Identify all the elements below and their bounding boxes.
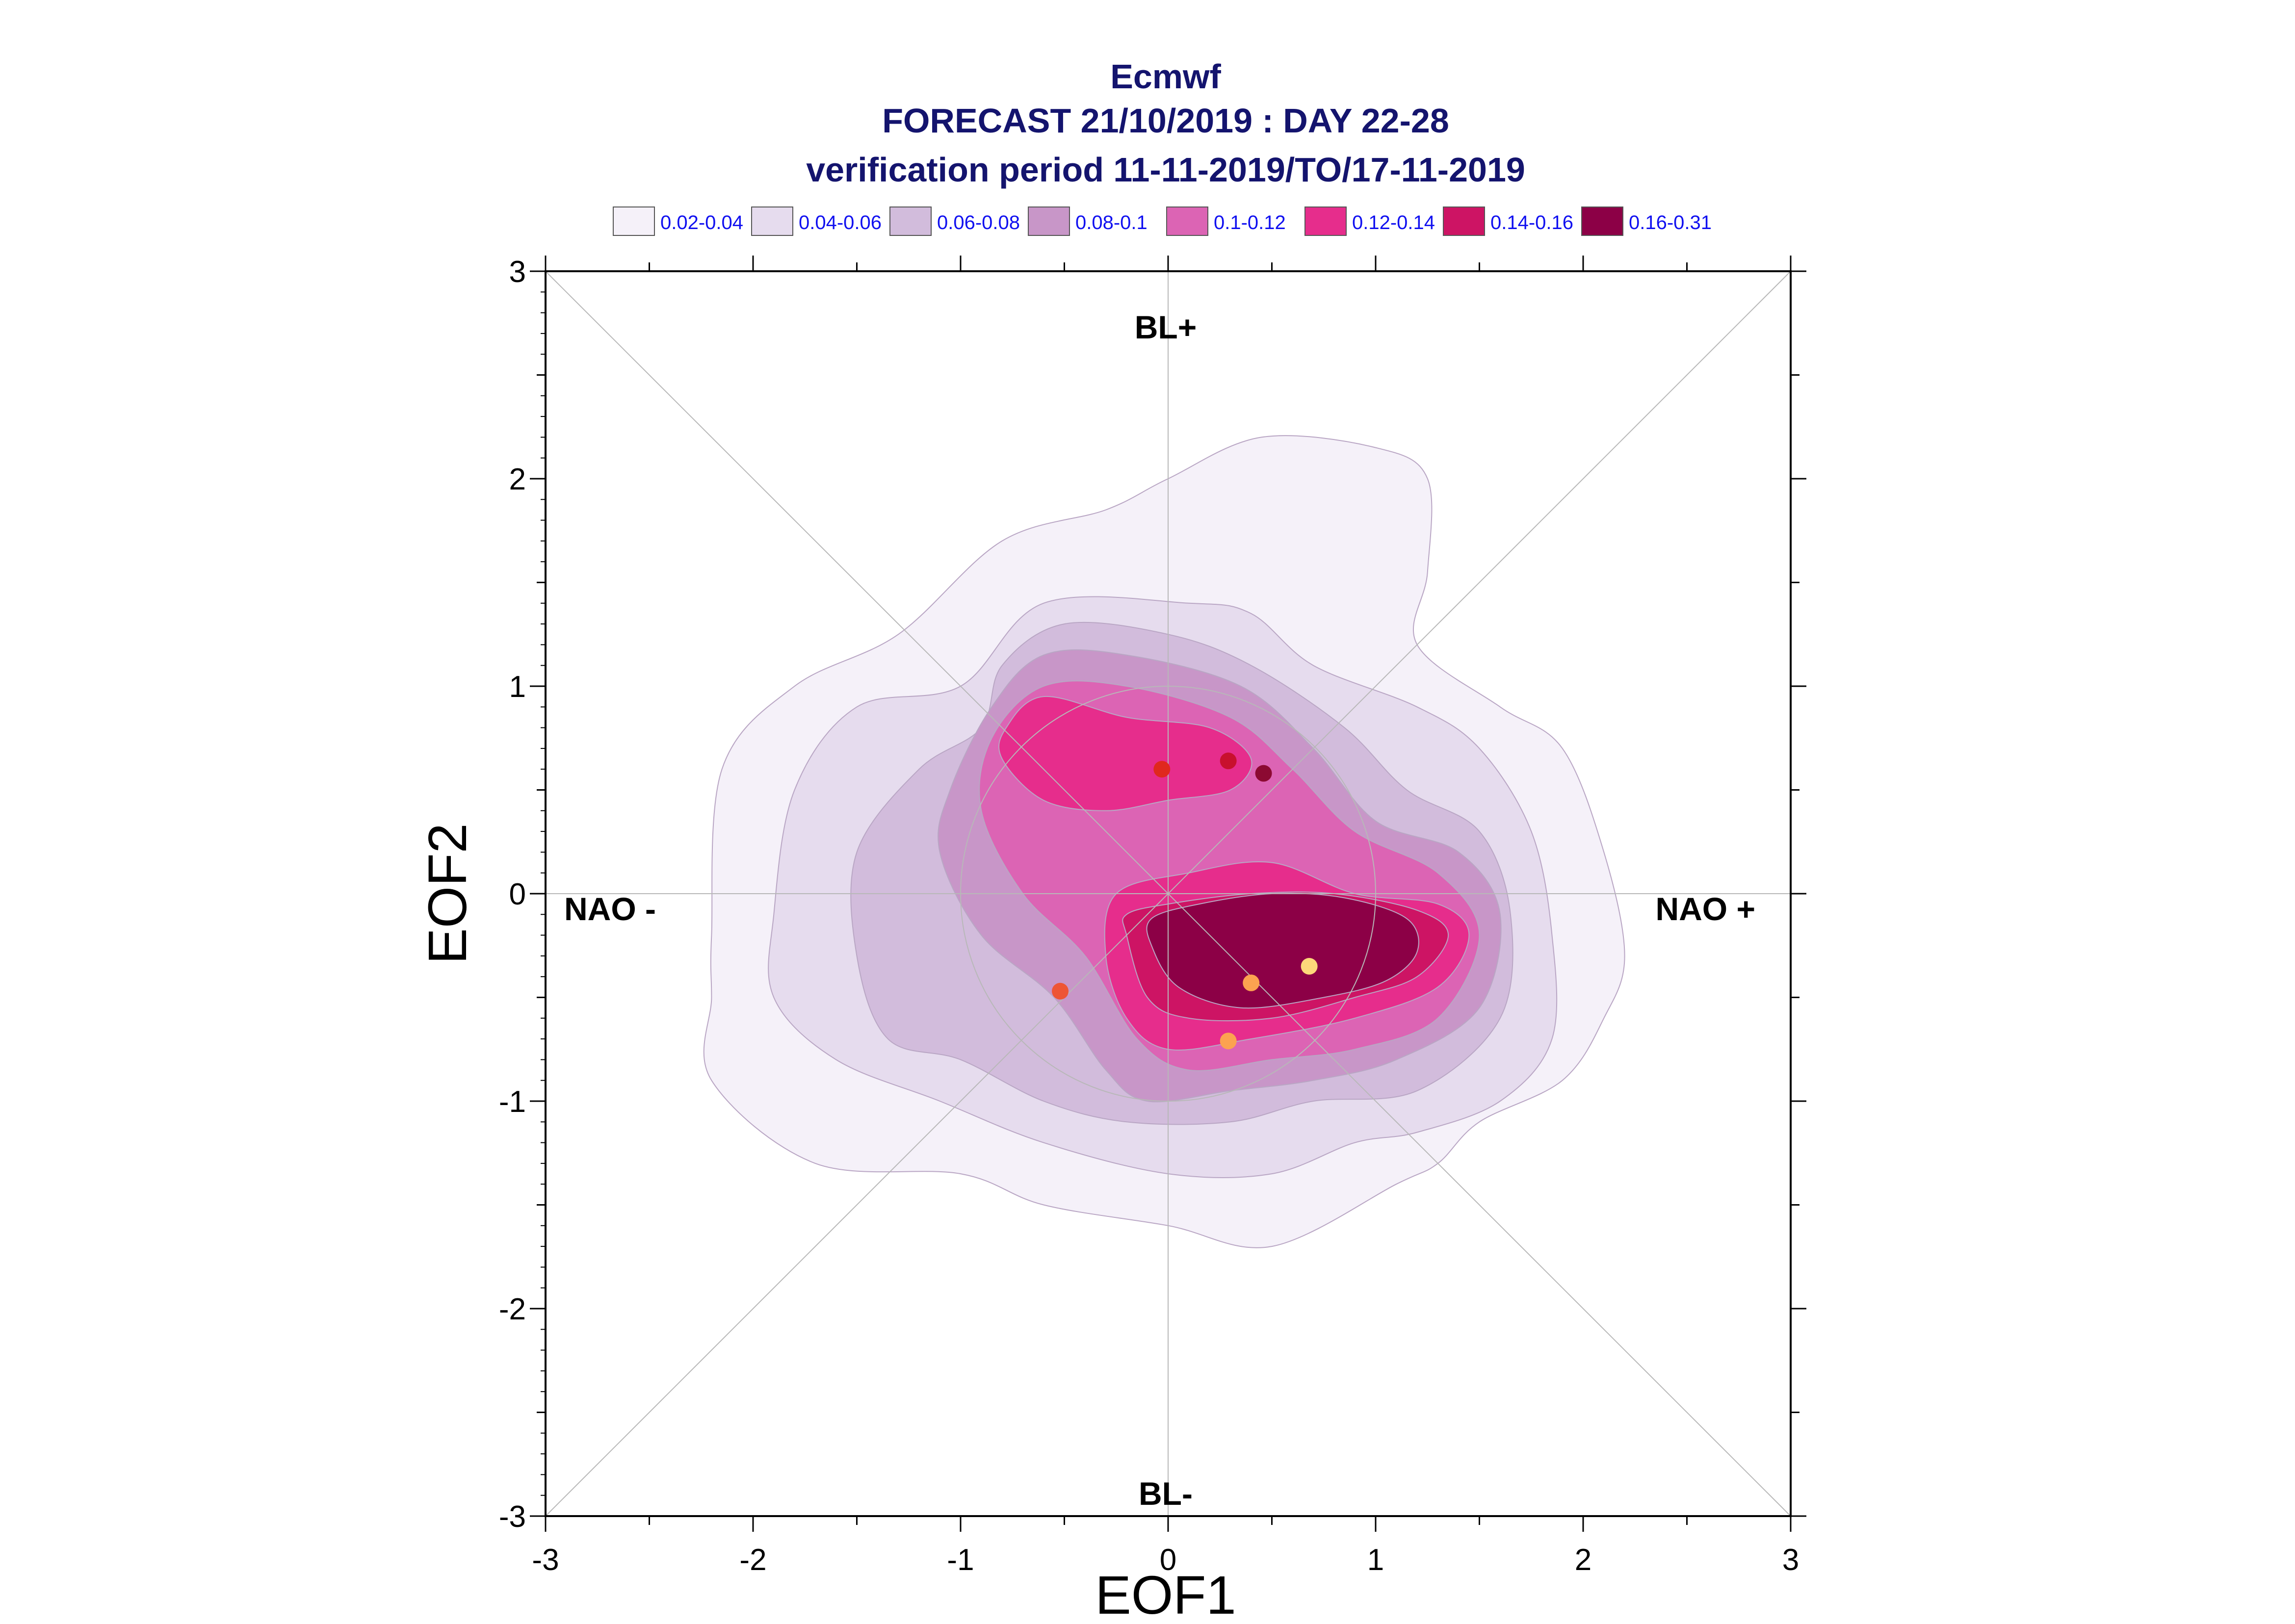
legend-label: 0.04-0.06 <box>799 212 882 233</box>
y-tick-label: -2 <box>499 1292 526 1326</box>
legend-label: 0.02-0.04 <box>660 212 743 233</box>
y-tick-label: 2 <box>509 463 526 496</box>
ensemble-point-1 <box>1153 761 1171 778</box>
plot-area: -3 -2 -1 0 1 2 3 -3 -2 -1 0 1 2 3 <box>499 255 1806 1577</box>
x-tick-label: 3 <box>1782 1543 1799 1577</box>
legend: 0.02-0.04 0.04-0.06 0.06-0.08 0.08-0.1 0.1-0… <box>613 206 1712 236</box>
x-tick-label: 2 <box>1575 1543 1591 1577</box>
legend-item: 0.04-0.06 <box>751 206 882 236</box>
contour-0_12-0_14 <box>998 696 1252 811</box>
x-tick-label: -3 <box>532 1543 559 1577</box>
axis-ticks <box>530 256 1806 1532</box>
legend-swatch <box>1028 206 1070 236</box>
legend-swatch <box>751 206 793 236</box>
legend-label: 0.1-0.12 <box>1214 212 1286 233</box>
legend-label: 0.14-0.16 <box>1490 212 1573 233</box>
y-tick-label: -1 <box>499 1085 526 1119</box>
legend-swatch <box>613 206 655 236</box>
reference-circle <box>960 686 1376 1102</box>
chart-title: Ecmwf FORECAST 21/10/2019 : DAY 22-28 ve… <box>806 57 1525 189</box>
legend-swatch <box>889 206 932 236</box>
y-axis-title: EOF2 <box>417 823 478 964</box>
y-tick-label: 1 <box>509 670 526 704</box>
regime-label-nao-plus: NAO + <box>1655 891 1755 927</box>
contour-0_16-0_31 <box>1146 893 1419 1009</box>
ensemble-point-6 <box>1301 958 1318 975</box>
x-tick-label: -1 <box>947 1543 974 1577</box>
ensemble-point-4 <box>1052 982 1069 1000</box>
title-line-2: FORECAST 21/10/2019 : DAY 22-28 <box>882 102 1449 140</box>
legend-label: 0.06-0.08 <box>937 212 1020 233</box>
ensemble-points <box>1052 752 1318 1050</box>
y-tick-label: -3 <box>499 1500 526 1534</box>
ensemble-point-5 <box>1243 974 1260 991</box>
legend-swatch <box>1166 206 1208 236</box>
x-tick-label: -2 <box>739 1543 766 1577</box>
y-tick-label: 0 <box>509 877 526 911</box>
regime-label-bl-minus: BL- <box>1139 1475 1193 1512</box>
legend-item: 0.02-0.04 <box>613 206 743 236</box>
legend-swatch <box>1304 206 1347 236</box>
legend-item: 0.16-0.31 <box>1581 206 1712 236</box>
legend-label: 0.08-0.1 <box>1075 212 1148 233</box>
regime-label-nao-minus: NAO - <box>564 891 656 927</box>
title-line-3: verification period 11-11-2019/TO/17-11-… <box>806 151 1525 189</box>
guide-lines <box>545 271 1791 1517</box>
legend-item: 0.08-0.1 <box>1028 206 1148 236</box>
ensemble-point-7 <box>1220 1032 1237 1050</box>
x-axis-title: EOF1 <box>1095 1565 1236 1624</box>
y-tick-label: 3 <box>509 255 526 289</box>
regime-label-bl-plus: BL+ <box>1135 309 1197 345</box>
legend-item: 0.06-0.08 <box>889 206 1020 236</box>
legend-item: 0.12-0.14 <box>1304 206 1435 236</box>
legend-item: 0.1-0.12 <box>1166 206 1286 236</box>
ensemble-point-3 <box>1255 765 1272 782</box>
legend-item: 0.14-0.16 <box>1443 206 1573 236</box>
legend-swatch <box>1443 206 1485 236</box>
ensemble-point-2 <box>1220 752 1237 770</box>
x-tick-label: 0 <box>1160 1543 1176 1577</box>
axis-tick-labels: -3 -2 -1 0 1 2 3 -3 -2 -1 0 1 2 3 <box>499 255 1799 1577</box>
legend-label: 0.16-0.31 <box>1629 212 1712 233</box>
legend-swatch <box>1581 206 1623 236</box>
x-tick-label: 1 <box>1367 1543 1384 1577</box>
legend-label: 0.12-0.14 <box>1352 212 1435 233</box>
title-line-1: Ecmwf <box>1110 57 1221 96</box>
